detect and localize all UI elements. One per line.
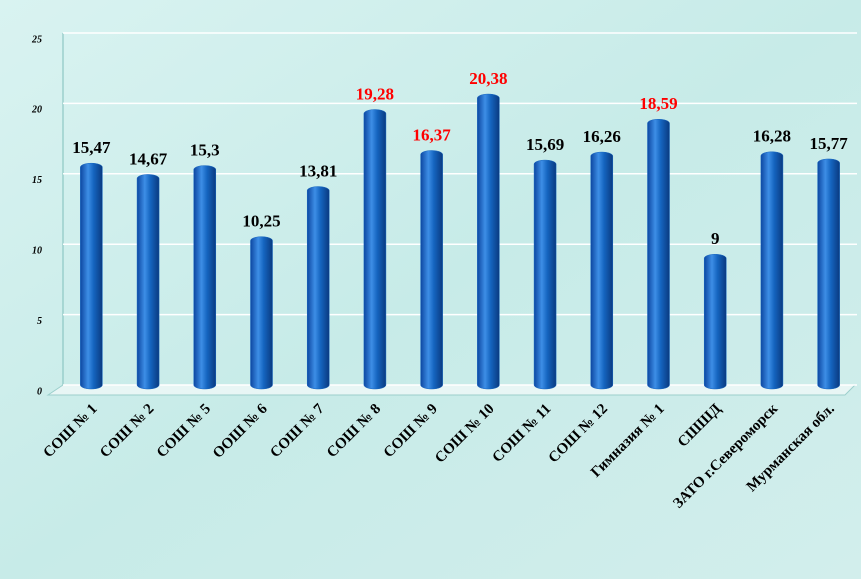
bar [363,109,387,390]
bar [136,174,160,390]
bar [590,151,614,390]
bar [817,158,840,390]
data-label: 10,25 [242,212,280,231]
floor [46,384,857,396]
data-label: 16,28 [753,127,791,146]
bar [250,236,273,390]
bar [703,254,727,390]
y-tick-label: 5 [37,316,42,327]
bar [760,151,784,390]
data-label: 20,38 [469,69,507,88]
bar [420,150,443,390]
y-tick-label: 0 [37,386,42,397]
data-label: 15,77 [810,134,849,153]
data-label: 9 [711,229,720,248]
data-label: 16,26 [583,127,621,146]
data-label: 16,37 [413,125,452,144]
data-label: 15,47 [72,138,111,157]
bar [80,162,103,390]
y-tick-label: 10 [32,245,42,256]
y-tick-label: 20 [31,105,42,116]
data-label: 18,59 [639,94,677,113]
data-label: 13,81 [299,161,337,180]
bar [533,159,557,390]
y-tick-label: 15 [32,175,42,186]
bar [477,93,500,390]
y-tick-label: 25 [31,34,42,45]
data-label: 14,67 [129,149,168,168]
data-label: 15,69 [526,135,564,154]
data-label: 15,3 [190,140,220,159]
bar [193,165,217,390]
data-label: 19,28 [356,84,394,103]
bar [647,119,670,390]
bar [306,186,330,390]
